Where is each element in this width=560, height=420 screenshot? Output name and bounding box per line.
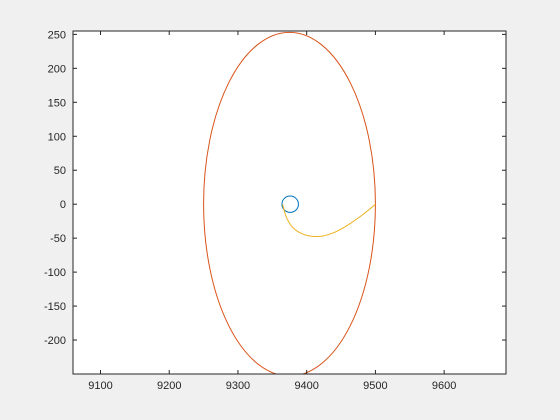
y-tick-label: 250 <box>48 29 66 41</box>
x-tick-label: 9300 <box>226 380 250 392</box>
y-tick-label: 200 <box>48 63 66 75</box>
y-tick-label: -150 <box>44 301 66 313</box>
y-tick-label: 150 <box>48 97 66 109</box>
plot-area: 9100 9200 9300 9400 9500 9600 250 200 150 100 50 0 -… <box>44 29 506 392</box>
y-tick-label: -100 <box>44 267 66 279</box>
x-tick-label: 9500 <box>363 380 387 392</box>
x-tick-label: 9200 <box>157 380 181 392</box>
x-tick-label: 9400 <box>294 380 318 392</box>
y-tick-label: 0 <box>60 199 66 211</box>
y-tick-label: 50 <box>54 165 66 177</box>
axes-background <box>73 31 506 374</box>
y-tick-label: 100 <box>48 131 66 143</box>
y-tick-label: -200 <box>44 335 66 347</box>
y-tick-label: -50 <box>50 233 66 245</box>
x-tick-label: 9100 <box>88 380 112 392</box>
x-tick-label: 9600 <box>432 380 456 392</box>
